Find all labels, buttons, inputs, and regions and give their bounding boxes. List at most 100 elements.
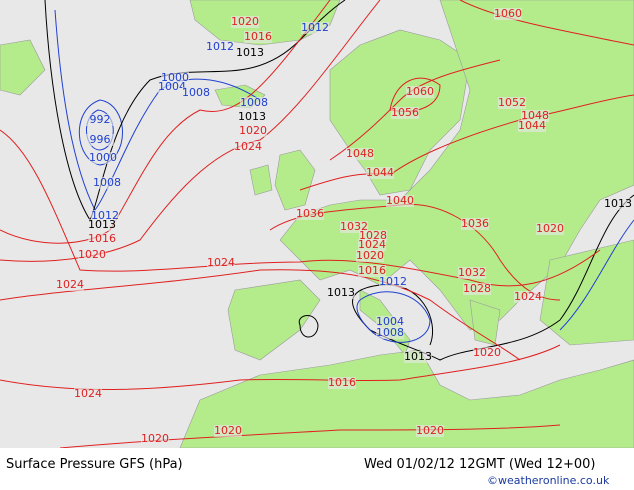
- label-bg: [404, 351, 432, 363]
- label-bg: [458, 267, 486, 279]
- label-bg: [141, 433, 169, 445]
- label-bg: [463, 283, 491, 295]
- label-bg: [93, 177, 121, 189]
- label-bg: [386, 195, 414, 207]
- label-bg: [182, 87, 210, 99]
- label-bg: [358, 239, 386, 251]
- isobar-label: 1013: [327, 286, 355, 299]
- label-bg: [379, 276, 407, 288]
- label-bg: [356, 250, 384, 262]
- isobar-label: 1000: [161, 71, 189, 84]
- map-title: Surface Pressure GFS (hPa): [6, 457, 183, 472]
- isobar-label: 1032: [458, 266, 486, 279]
- label-bg: [358, 265, 386, 277]
- label-bg: [473, 347, 501, 359]
- isobar-label: 1016: [358, 264, 386, 277]
- isobar-label: 1020: [536, 222, 564, 235]
- isobar-label: 1024: [234, 140, 262, 153]
- label-bg: [88, 233, 116, 245]
- label-bg: [206, 41, 234, 53]
- label-bg: [236, 47, 264, 59]
- isobar-label: 1013: [404, 350, 432, 363]
- isobar-label: 1040: [386, 194, 414, 207]
- isobar-label: 1004: [158, 80, 186, 93]
- isobar-label: 1024: [56, 278, 84, 291]
- label-bg: [327, 287, 355, 299]
- label-bg: [406, 86, 434, 98]
- isobar-label: 1008: [376, 326, 404, 339]
- label-bg: [518, 120, 546, 132]
- label-bg: [461, 218, 489, 230]
- label-bg: [56, 279, 84, 291]
- isobar-label: 1020: [231, 15, 259, 28]
- isobar-label: 1020: [141, 432, 169, 445]
- isobar-label: 1008: [182, 86, 210, 99]
- isobar-label: 1016: [88, 232, 116, 245]
- label-bg: [346, 148, 374, 160]
- isobar-label: 1024: [74, 387, 102, 400]
- isobar-label: 1020: [239, 124, 267, 137]
- label-bg: [89, 152, 117, 164]
- isobar-label: 1016: [328, 376, 356, 389]
- label-bg: [604, 198, 632, 210]
- label-bg: [376, 316, 404, 328]
- label-bg: [231, 16, 259, 28]
- isobar-label: 1020: [473, 346, 501, 359]
- credit[interactable]: ©weatheronline.co.uk: [487, 474, 610, 487]
- isobar-label: 1048: [346, 147, 374, 160]
- isobar-label: 1013: [604, 197, 632, 210]
- isobar-label: 1012: [206, 40, 234, 53]
- isobar-label: 1052: [498, 96, 526, 109]
- label-bg: [296, 208, 324, 220]
- label-bg: [234, 141, 262, 153]
- label-bg: [240, 97, 268, 109]
- isobar-label: 1036: [296, 207, 324, 220]
- label-bg: [158, 81, 186, 93]
- isobar-label: 1044: [366, 166, 394, 179]
- isobar-label: 1012: [301, 21, 329, 34]
- isobar-label: 1060: [406, 85, 434, 98]
- isobar-label: 1000: [89, 151, 117, 164]
- label-bg: [88, 219, 116, 231]
- isobar-label: 1044: [518, 119, 546, 132]
- label-bg: [74, 388, 102, 400]
- isobar-label: 1060: [494, 7, 522, 20]
- label-bg: [328, 377, 356, 389]
- label-bg: [494, 8, 522, 20]
- label-bg: [514, 291, 542, 303]
- isobar-label: 1013: [238, 110, 266, 123]
- isobar-label: 1008: [240, 96, 268, 109]
- map: 1020101610121012101310601000100410081008…: [0, 0, 634, 449]
- label-bg: [78, 249, 106, 261]
- isobar-label: 1008: [93, 176, 121, 189]
- isobar-label: 1048: [521, 109, 549, 122]
- isobar-label: 1012: [379, 275, 407, 288]
- isobar-label: 1036: [461, 217, 489, 230]
- label-bg: [521, 110, 549, 122]
- label-bg: [391, 107, 419, 119]
- label-bg: [416, 425, 444, 437]
- isobar-label: 1020: [416, 424, 444, 437]
- isobar-label: 1024: [207, 256, 235, 269]
- isobar-label: 1024: [514, 290, 542, 303]
- isobar-label: 1013: [88, 218, 116, 231]
- label-bg: [498, 97, 526, 109]
- map-date: Wed 01/02/12 12GMT (Wed 12+00): [364, 457, 596, 472]
- label-bg: [239, 125, 267, 137]
- label-bg: [86, 134, 114, 146]
- isobar-label: 1020: [78, 248, 106, 261]
- isobar-label: 1012: [91, 209, 119, 222]
- isobar-label: 1013: [236, 46, 264, 59]
- isobar-label: 1004: [376, 315, 404, 328]
- isobar-label: 992: [90, 113, 111, 126]
- isobar-label: 996: [90, 133, 111, 146]
- isobar-label: 1016: [244, 30, 272, 43]
- isobar-label: 1032: [340, 220, 368, 233]
- label-bg: [366, 167, 394, 179]
- label-bg: [376, 327, 404, 339]
- label-bg: [86, 114, 114, 126]
- label-bg: [244, 31, 272, 43]
- label-bg: [238, 111, 266, 123]
- isobar-label: 1020: [356, 249, 384, 262]
- isobar-label: 1024: [358, 238, 386, 251]
